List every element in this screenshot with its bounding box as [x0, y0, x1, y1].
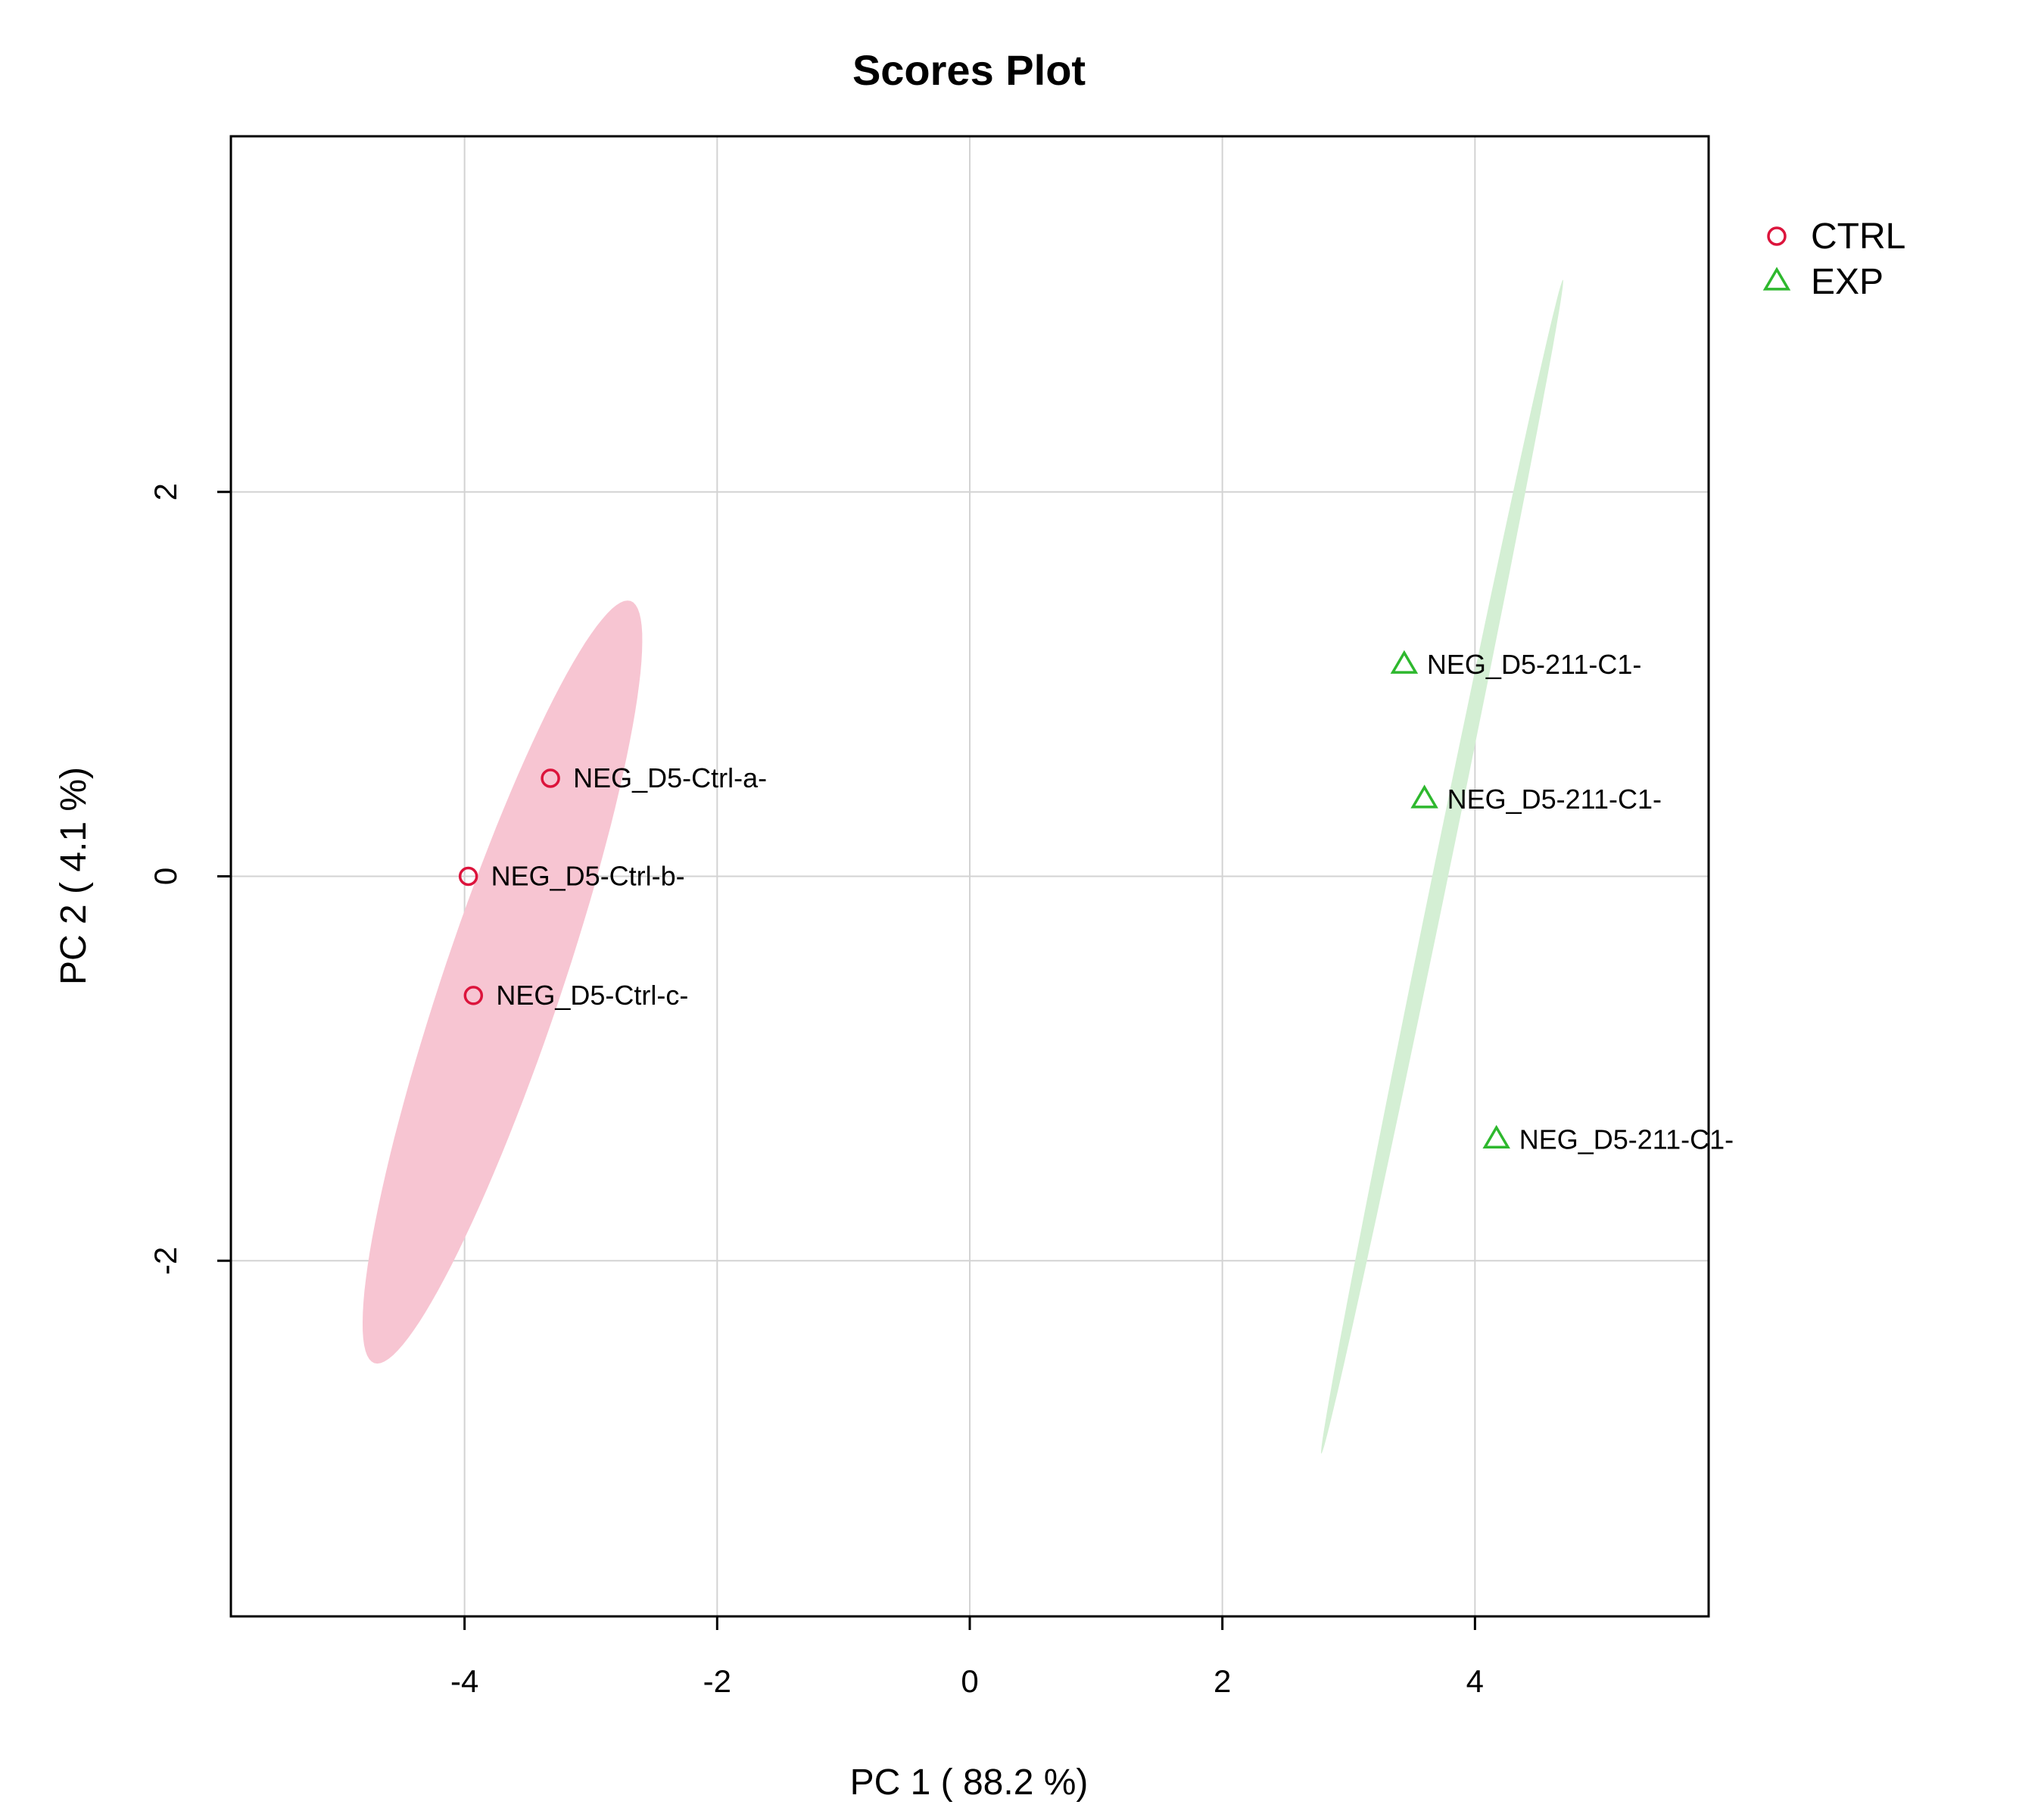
chart-title: Scores Plot [852, 46, 1086, 94]
point-label: NEG_D5-Ctrl-a- [573, 762, 767, 793]
confidence-ellipse-exp [1321, 279, 1563, 1454]
legend-label-exp: EXP [1811, 262, 1884, 302]
data-point-ctrl [541, 768, 560, 788]
x-tick-label: -4 [450, 1663, 478, 1699]
x-tick-label: 4 [1466, 1663, 1484, 1699]
plot-area: NEG_D5-Ctrl-a- NEG_D5-Ctrl-b- NEG_D5-Ctrl-… [148, 135, 1734, 1699]
y-tick-label: 0 [148, 868, 183, 885]
x-tick-label: -2 [703, 1663, 731, 1699]
point-label: NEG_D5-211-C1- [1519, 1124, 1734, 1155]
x-axis-title: PC 1 ( 88.2 %) [850, 1762, 1089, 1803]
point-label: NEG_D5-211-C1- [1427, 649, 1641, 680]
y-axis-title: PC 2 ( 4.1 %) [54, 767, 94, 985]
legend: CTRL EXP [1762, 217, 1905, 302]
data-point-exp [1390, 650, 1419, 674]
point-label: NEG_D5-Ctrl-c- [496, 980, 688, 1011]
point-label: NEG_D5-211-C1- [1447, 784, 1662, 815]
x-tick-label: 0 [961, 1663, 978, 1699]
data-point-ctrl [463, 986, 484, 1005]
data-point-exp [1410, 784, 1438, 809]
legend-marker-ctrl [1767, 226, 1787, 246]
y-tick-label: -2 [148, 1247, 183, 1275]
y-tick-label: 2 [148, 483, 183, 500]
x-tick-label: 2 [1214, 1663, 1231, 1699]
data-point-ctrl [458, 866, 478, 887]
confidence-ellipse-ctrl [363, 600, 643, 1364]
legend-label-ctrl: CTRL [1811, 217, 1905, 257]
point-label: NEG_D5-Ctrl-b- [491, 861, 685, 892]
data-point-exp [1482, 1124, 1510, 1149]
legend-marker-exp [1762, 266, 1791, 291]
